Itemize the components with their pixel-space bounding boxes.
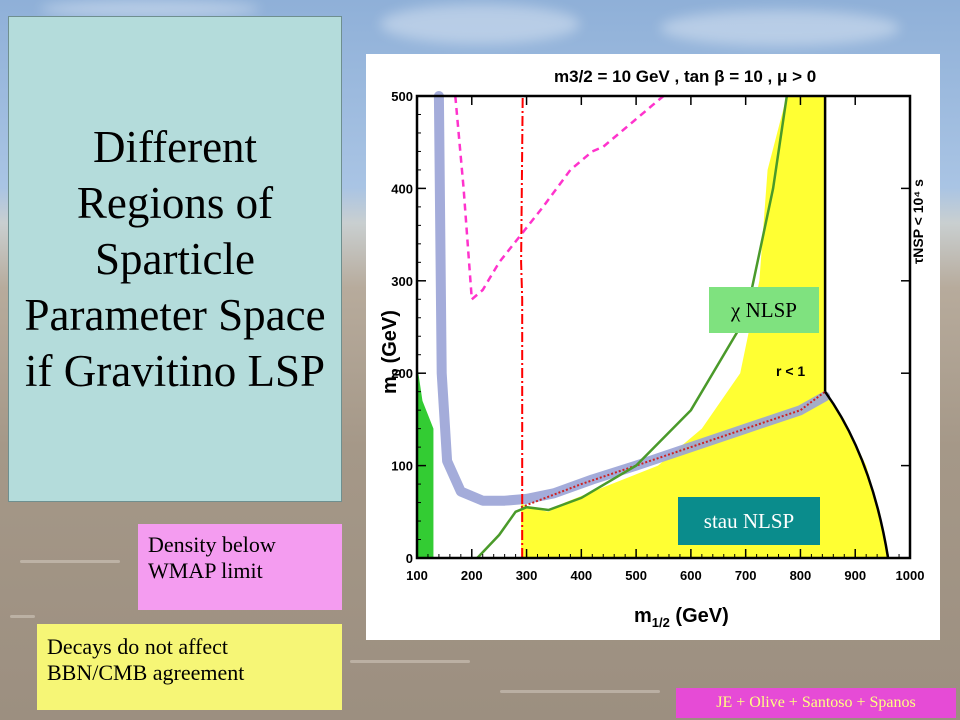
y-tick-label: 200 — [391, 366, 413, 381]
x-tick-label: 1000 — [896, 568, 925, 583]
stau-nlsp-label: stau NLSP — [678, 497, 820, 545]
y-axis-title: m0 (GeV) — [379, 310, 404, 394]
tau-label: τNSP < 10⁴ s — [910, 179, 926, 264]
y-axis-title-unit: (GeV) — [379, 310, 401, 369]
density-note: Density below WMAP limit — [138, 524, 342, 610]
plot-panel: 100 200 300 400 500 600 700 800 900 1000 0 100 200 30… — [366, 54, 940, 640]
chi-nlsp-label: χ NLSP — [709, 287, 819, 333]
plot-ticks: 100 200 300 400 500 600 700 800 900 1000 0 100 200 30… — [391, 89, 924, 583]
red-diagonal-line — [520, 390, 826, 509]
plot-header: m3/2 = 10 GeV , tan β = 10 , μ > 0 — [554, 67, 816, 86]
x-tick-label: 600 — [680, 568, 702, 583]
y-tick-label: 500 — [391, 89, 413, 104]
yellow-region — [521, 96, 889, 558]
decays-note: Decays do not affect BBN/CMB agreement — [37, 624, 342, 710]
ground-streak — [10, 615, 35, 618]
y-tick-label: 100 — [391, 459, 413, 474]
x-axis-title-sub: 1/2 — [652, 615, 670, 630]
green-strip — [417, 363, 434, 558]
title-box: Different Regions of Sparticle Parameter… — [8, 16, 342, 502]
x-tick-label: 700 — [735, 568, 757, 583]
background-cloud — [40, 0, 260, 18]
y-tick-label: 300 — [391, 274, 413, 289]
header-text: m3/2 = 10 GeV , tan β = 10 , μ > 0 — [554, 67, 816, 86]
r-boundary-line — [824, 390, 890, 559]
x-axis-title: m1/2 (GeV) — [634, 605, 729, 630]
credit-label: JE + Olive + Santoso + Spanos — [676, 688, 956, 718]
x-tick-label: 100 — [406, 568, 428, 583]
x-tick-label: 200 — [461, 568, 483, 583]
plot-frame — [415, 94, 912, 560]
red-vertical-line — [520, 95, 524, 558]
ground-streak — [20, 560, 120, 563]
plot-series — [433, 91, 890, 559]
x-tick-label: 300 — [516, 568, 538, 583]
slide-title: Different Regions of Sparticle Parameter… — [24, 122, 326, 396]
green-boundary-line — [476, 95, 789, 559]
x-tick-label: 800 — [790, 568, 812, 583]
plot-regions — [417, 96, 889, 558]
background-cloud — [660, 10, 900, 46]
ground-streak — [500, 690, 660, 693]
background-cloud — [380, 4, 580, 44]
y-tick-label: 400 — [391, 181, 413, 196]
x-tick-label: 900 — [844, 568, 866, 583]
x-axis-title-unit: (GeV) — [670, 605, 729, 627]
ground-streak — [350, 660, 470, 663]
x-tick-label: 500 — [625, 568, 647, 583]
magenta-dashed-line — [454, 95, 665, 302]
y-axis-title-main: m — [379, 376, 401, 394]
parameter-space-plot: 100 200 300 400 500 600 700 800 900 1000 0 100 200 30… — [379, 67, 926, 630]
r-label: r < 1 — [776, 363, 805, 379]
y-axis-title-sub: 0 — [389, 369, 404, 376]
x-axis-title-main: m — [634, 605, 652, 627]
y-tick-label: 0 — [406, 551, 413, 566]
x-tick-label: 400 — [570, 568, 592, 583]
